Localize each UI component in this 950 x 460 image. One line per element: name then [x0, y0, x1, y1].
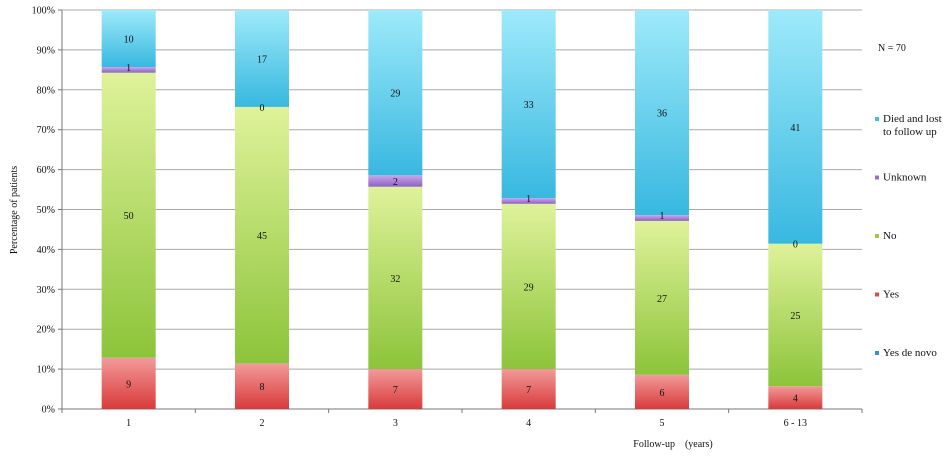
x-tick-label: 3 [393, 418, 398, 429]
bar-segment-yes [635, 374, 689, 409]
y-tick-label: 80% [37, 85, 55, 96]
bar-segment-no [501, 203, 556, 370]
legend-label: to follow up [883, 126, 937, 138]
x-tick-label: 2 [260, 418, 265, 429]
data-label-unknown: 1 [526, 194, 531, 205]
data-label-unknown: 1 [660, 211, 665, 222]
bar-segment-died-and-lost-to-follow-up [235, 10, 289, 107]
legend-swatch [875, 234, 879, 238]
y-tick-label: 70% [37, 125, 55, 136]
x-axis-title: Follow-up (years) [633, 439, 712, 450]
bar-segment-no [235, 106, 289, 364]
data-label-died-and-lost-to-follow-up: 17 [257, 54, 267, 65]
bar-segment-yes [501, 369, 556, 409]
bar-segment-died-and-lost-to-follow-up [635, 10, 689, 216]
y-tick-label: 30% [37, 285, 55, 296]
bar-segment-yes [101, 357, 156, 409]
data-label-died-and-lost-to-follow-up: 33 [524, 100, 534, 111]
data-label-unknown: 1 [126, 63, 131, 74]
bar-segment-unknown [501, 198, 556, 204]
data-label-yes: 6 [660, 388, 665, 399]
x-tick-label: 4 [526, 418, 531, 429]
data-label-unknown: 0 [260, 103, 265, 114]
y-tick-label: 40% [37, 245, 55, 256]
bar-segment-no [368, 186, 423, 370]
bar-segment-no [101, 72, 156, 358]
data-label-no: 29 [524, 282, 534, 293]
y-tick-label: 20% [37, 325, 55, 336]
data-label-yes: 8 [260, 382, 265, 393]
data-label-died-and-lost-to-follow-up: 29 [390, 89, 400, 100]
data-label-died-and-lost-to-follow-up: 10 [124, 35, 134, 46]
data-label-died-and-lost-to-follow-up: 41 [790, 123, 800, 134]
bar-segment-unknown [368, 175, 423, 187]
bar-segment-died-and-lost-to-follow-up [101, 10, 156, 67]
data-label-no: 32 [390, 274, 400, 285]
data-label-yes: 7 [393, 385, 398, 396]
bar-segment-yes [768, 386, 823, 409]
bars [101, 10, 823, 409]
bar-segment-yes [235, 363, 289, 409]
data-label-yes: 9 [126, 379, 131, 390]
bar-segment-died-and-lost-to-follow-up [501, 10, 556, 199]
data-label-died-and-lost-to-follow-up: 36 [657, 109, 667, 120]
gridlines [62, 9, 862, 370]
bar-segment-no [768, 243, 823, 387]
data-labels: 9 50 1 10 8 45 0 17 7 32 2 29 7 29 1 33 6 27 1 36 4 25 0 41 [124, 35, 801, 405]
bar-segment-died-and-lost-to-follow-up [768, 10, 823, 244]
data-label-no: 25 [790, 311, 800, 322]
y-tick-label: 90% [37, 45, 55, 56]
x-tick-label: 1 [126, 418, 131, 429]
data-label-no: 45 [257, 231, 267, 242]
y-tick-label: 0% [42, 405, 55, 416]
sample-size-annotation: N = 70 [878, 43, 906, 54]
bar-segment-no [635, 220, 689, 375]
y-tick-label: 10% [37, 365, 55, 376]
axes: 0%10%20%30%40%50%60%70%80%90%100%1 2 3 4 5 6 … [32, 6, 863, 429]
legend-label: Died and lost [883, 113, 942, 125]
data-label-unknown: 2 [393, 177, 398, 188]
bar-segment-died-and-lost-to-follow-up [368, 10, 423, 176]
data-label-yes: 4 [793, 394, 798, 405]
legend-swatch [875, 292, 879, 297]
bar-segment-unknown [101, 67, 156, 73]
legend-swatch [875, 351, 879, 355]
y-tick-label: 50% [37, 205, 55, 216]
y-axis-title: Percentage of patients [9, 166, 20, 254]
legend-label: Yes de novo [883, 347, 937, 359]
legend-label: Yes [883, 289, 899, 301]
legend-label: No [883, 230, 897, 242]
legend-label: Unknown [883, 172, 927, 184]
bar-segment-yes [368, 369, 423, 409]
data-label-unknown: 0 [793, 240, 798, 251]
data-label-no: 50 [124, 211, 134, 222]
x-tick-label: 6 - 13 [784, 418, 807, 429]
data-label-no: 27 [657, 294, 667, 305]
bar-segment-unknown [635, 215, 689, 221]
legend-swatch [875, 175, 879, 180]
y-tick-label: 60% [37, 165, 55, 176]
legend-swatch [875, 117, 879, 121]
data-label-yes: 7 [526, 385, 531, 396]
y-tick-label: 100% [32, 6, 55, 17]
x-tick-label: 5 [660, 418, 665, 429]
